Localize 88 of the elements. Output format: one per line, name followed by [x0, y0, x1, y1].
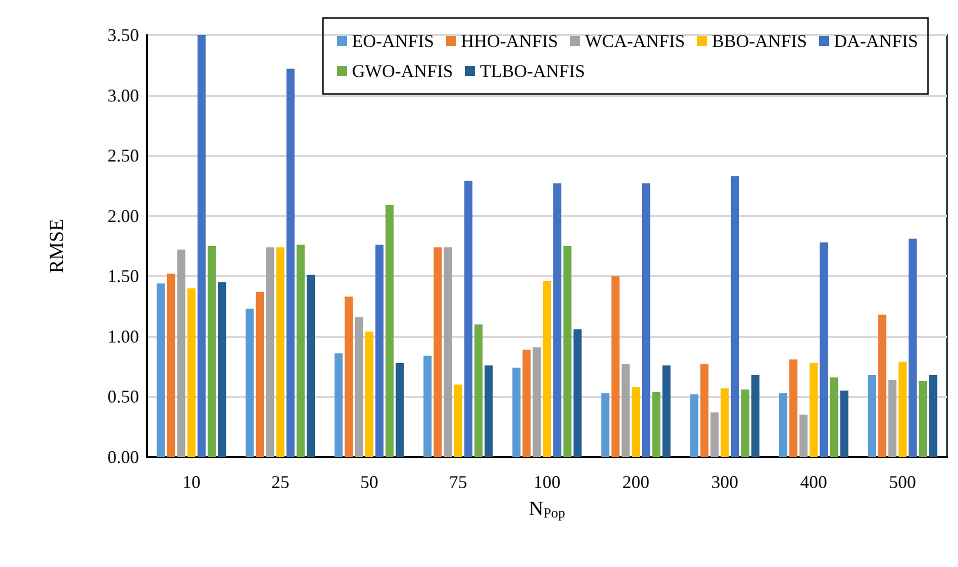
x-tick-label: 400	[800, 472, 828, 492]
x-tick-label: 200	[622, 472, 650, 492]
x-tick-label: 50	[360, 472, 378, 492]
bar	[601, 393, 610, 457]
bar	[246, 308, 254, 457]
legend-label: HHO-ANFIS	[460, 31, 558, 51]
bar	[365, 332, 374, 457]
bar	[522, 350, 531, 457]
bar	[700, 364, 708, 457]
bar	[354, 317, 364, 457]
bar	[710, 412, 719, 457]
y-tick-label: 3.00	[108, 85, 139, 106]
bar	[375, 244, 384, 457]
legend-label: EO-ANFIS	[352, 31, 434, 51]
bar	[542, 280, 552, 457]
bar	[444, 247, 452, 457]
y-axis-title: RMSE	[46, 218, 68, 274]
bar	[198, 35, 206, 457]
bar	[464, 180, 472, 457]
bar	[218, 282, 226, 457]
bar	[396, 362, 404, 457]
bar	[423, 356, 432, 457]
bar	[266, 247, 274, 457]
legend-label: TLBO-ANFIS	[480, 61, 585, 81]
y-tick-label: 1.50	[108, 266, 139, 286]
bar	[632, 387, 640, 457]
bar	[344, 296, 353, 457]
bar	[751, 375, 760, 457]
bar	[730, 176, 740, 457]
bar	[779, 393, 788, 457]
x-tick-label: 500	[889, 472, 916, 492]
bar	[878, 314, 886, 457]
legend-label: DA-ANFIS	[834, 31, 918, 51]
bar	[208, 246, 216, 457]
y-tick-label: 1.00	[108, 326, 139, 346]
bar	[799, 414, 808, 457]
x-tick-label: 300	[711, 472, 738, 492]
bar	[662, 365, 671, 457]
bar	[622, 364, 630, 457]
bar	[177, 250, 186, 457]
bar	[789, 359, 798, 457]
bar	[720, 388, 729, 457]
legend-label: GWO-ANFIS	[352, 61, 453, 81]
bar	[166, 274, 176, 457]
bar	[334, 353, 343, 457]
x-tick-label: 100	[534, 472, 560, 492]
bar	[574, 329, 582, 457]
bar	[296, 244, 305, 457]
bar	[888, 380, 896, 457]
bar	[840, 390, 848, 457]
bar	[553, 183, 562, 457]
bar	[918, 381, 928, 457]
bar	[306, 274, 315, 457]
x-tick-label: 25	[271, 472, 290, 492]
bar	[484, 365, 493, 457]
bar	[611, 276, 620, 457]
y-tick-label: 2.00	[108, 206, 139, 226]
bar	[276, 247, 284, 457]
bar	[820, 242, 828, 457]
bar	[810, 362, 818, 457]
bar	[256, 292, 264, 457]
bar	[532, 347, 541, 457]
x-tick-label: 10	[182, 472, 200, 492]
bar	[929, 375, 938, 457]
bar	[652, 392, 660, 457]
bar	[690, 394, 698, 457]
legend-label: WCA-ANFIS	[584, 31, 685, 51]
bar	[908, 238, 917, 457]
bar	[563, 246, 572, 457]
bar	[386, 205, 394, 457]
bar	[642, 183, 650, 457]
bar	[434, 247, 442, 457]
bar	[474, 324, 483, 457]
bar	[156, 283, 165, 457]
bar	[741, 389, 750, 457]
bar	[286, 68, 295, 457]
bar	[187, 288, 196, 457]
bar	[868, 375, 876, 457]
bar	[454, 384, 462, 457]
x-tick-label: 75	[449, 472, 468, 492]
y-tick-label: 3.50	[108, 25, 139, 45]
y-tick-label: 0.50	[108, 386, 139, 407]
bar	[830, 377, 838, 457]
bar	[898, 362, 907, 457]
y-tick-label: 2.50	[108, 146, 139, 166]
y-tick-label: 0.00	[108, 447, 139, 467]
bar	[512, 368, 520, 457]
legend-label: BBO-ANFIS	[712, 31, 808, 51]
